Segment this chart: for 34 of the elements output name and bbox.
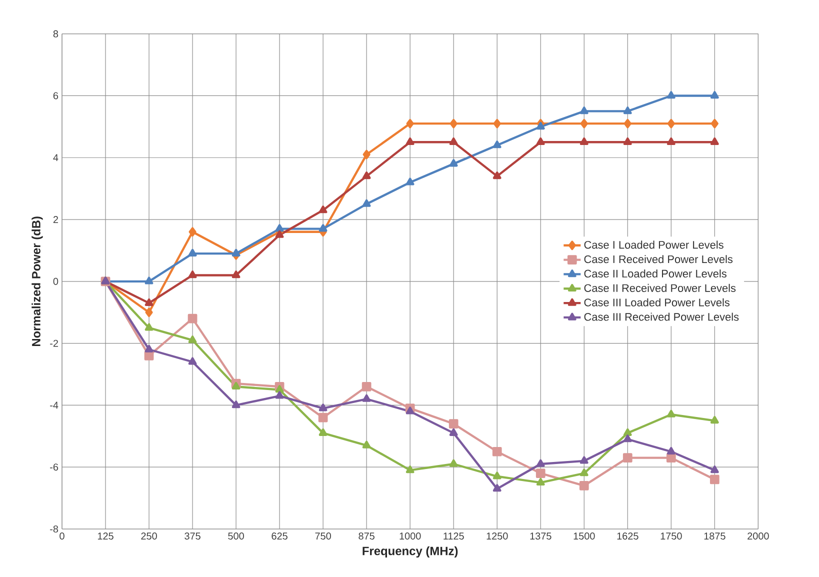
y-tick-label: 0 xyxy=(53,278,58,285)
legend-label: Case I Received Power Levels xyxy=(584,255,733,264)
x-tick-label: 1375 xyxy=(530,532,552,540)
legend-label: Case III Received Power Levels xyxy=(584,312,739,321)
y-tick-label: -4 xyxy=(50,402,58,409)
legend-label: Case II Received Power Levels xyxy=(584,284,736,292)
y-tick-label: 4 xyxy=(53,154,58,162)
y-tick-label: -6 xyxy=(50,464,58,471)
legend-label: Case II Loaded Power Levels xyxy=(584,269,726,278)
x-tick-label: 750 xyxy=(315,532,331,540)
x-tick-label: 250 xyxy=(141,532,157,540)
x-tick-label: 2000 xyxy=(748,532,769,540)
legend-label: Case III Loaded Power Levels xyxy=(584,298,730,306)
y-tick-label: 6 xyxy=(53,92,58,100)
x-tick-label: 625 xyxy=(272,532,288,540)
y-tick-label: -2 xyxy=(50,340,58,347)
x-tick-label: 1500 xyxy=(574,532,595,540)
x-tick-label: 1625 xyxy=(617,532,638,540)
x-tick-label: 0 xyxy=(60,532,64,540)
x-tick-label: 1000 xyxy=(400,532,421,540)
x-tick-label: 125 xyxy=(98,532,114,540)
x-tick-label: 1750 xyxy=(660,532,682,540)
x-tick-label: 375 xyxy=(184,532,200,540)
y-tick-label: 2 xyxy=(53,216,58,223)
x-tick-label: 1250 xyxy=(486,532,508,540)
x-tick-label: 1125 xyxy=(444,532,464,540)
x-tick-label: 875 xyxy=(358,532,374,540)
x-tick-label: 1875 xyxy=(704,532,726,540)
legend-label: Case I Loaded Power Levels xyxy=(584,240,724,249)
y-axis-title: Normalized Power (dB) xyxy=(32,216,43,346)
y-tick-label: -8 xyxy=(50,525,58,533)
x-tick-label: 500 xyxy=(228,532,244,540)
y-tick-label: 8 xyxy=(53,30,58,38)
x-axis-title: Frequency (MHz) xyxy=(362,546,458,558)
